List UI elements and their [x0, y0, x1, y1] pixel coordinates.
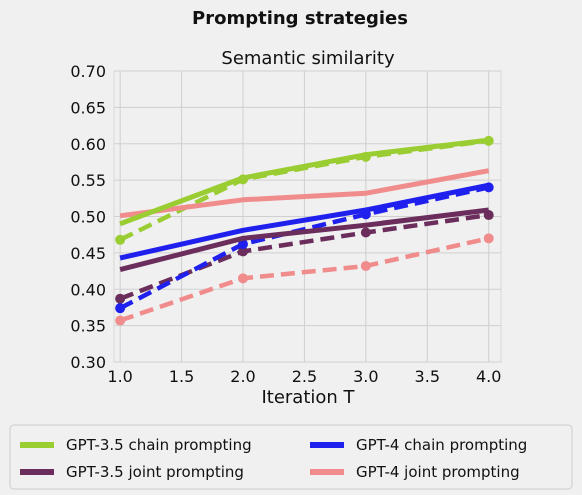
figure-title: Prompting strategies: [192, 8, 408, 29]
x-tick-label: 4.0: [476, 367, 501, 386]
y-tick-label: 0.65: [70, 98, 106, 117]
series-point: [360, 260, 371, 271]
chart-title: Semantic similarity: [221, 48, 395, 69]
legend: GPT-3.5 chain prompting GPT-3.5 joint pro…: [20, 436, 527, 481]
y-tick-label: 0.55: [70, 171, 106, 190]
y-tick-label: 0.60: [70, 135, 106, 154]
grid: [114, 70, 501, 363]
series-line-dashed: [119, 236, 490, 323]
y-tick-labels: 0.30 0.35 0.40 0.45 0.50 0.55 0.60 0.65 0.70: [70, 62, 106, 372]
series-point: [115, 293, 126, 304]
legend-label: GPT-3.5 joint prompting: [66, 463, 244, 481]
y-tick-label: 0.40: [70, 280, 106, 299]
legend-label: GPT-4 joint prompting: [356, 463, 520, 481]
series-point: [238, 273, 248, 284]
series-line: [119, 137, 489, 227]
series-point: [115, 315, 126, 326]
y-tick-label: 0.45: [70, 244, 106, 263]
series-point: [483, 233, 494, 244]
x-tick-label: 3.5: [415, 367, 440, 386]
series-group: [115, 135, 494, 326]
y-tick-label: 0.50: [70, 208, 106, 227]
x-axis-label: Iteration T: [261, 387, 355, 408]
series-point: [238, 246, 248, 257]
y-tick-label: 0.30: [70, 353, 106, 372]
legend-box: [9, 424, 573, 490]
x-tick-label: 3.0: [353, 367, 378, 386]
series-line: [119, 168, 490, 219]
x-tick-label: 2.5: [292, 367, 317, 386]
series-line: [119, 207, 490, 273]
legend-label: GPT-3.5 chain prompting: [66, 436, 252, 454]
series-point: [115, 303, 126, 314]
y-tick-label: 0.70: [70, 62, 106, 81]
series-point: [238, 239, 248, 250]
series-point: [115, 234, 126, 245]
series-point: [360, 227, 371, 238]
legend-label: GPT-4 chain prompting: [356, 436, 527, 454]
x-tick-label: 2.0: [230, 367, 255, 386]
x-tick-labels: 1.0 1.5 2.0 2.5 3.0 3.5 4.0: [107, 367, 501, 386]
x-tick-label: 1.5: [169, 367, 194, 386]
x-tick-label: 1.0: [107, 367, 132, 386]
series-line: [119, 182, 490, 261]
series-line-dashed: [119, 185, 490, 311]
y-tick-label: 0.35: [70, 317, 106, 336]
